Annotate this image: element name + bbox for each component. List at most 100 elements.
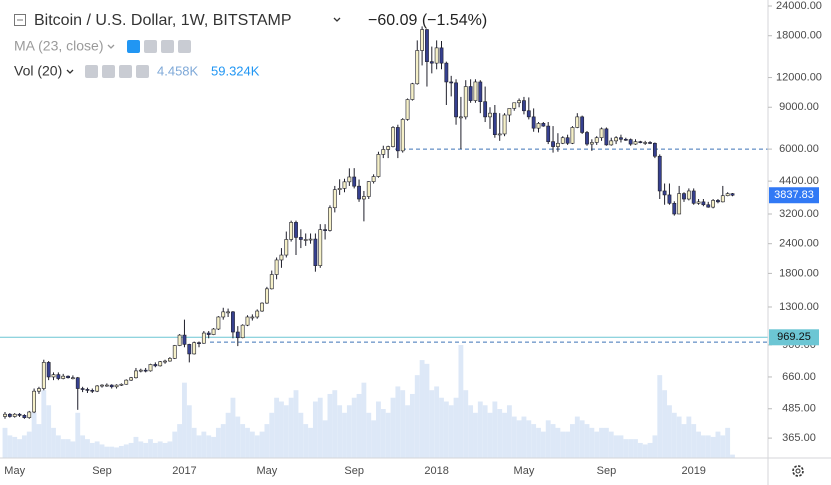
settings-button[interactable] [144, 40, 157, 53]
volume-bar [230, 397, 236, 458]
candle-body [289, 222, 294, 240]
candle-body [124, 379, 129, 385]
candle-body [405, 99, 410, 120]
volume-bar [89, 442, 95, 458]
candle-body [720, 195, 725, 203]
candle-body [483, 101, 488, 118]
volume-bar [235, 416, 241, 458]
remove-button[interactable] [178, 40, 191, 53]
volume-bar [269, 412, 275, 458]
y-tick-label: 2400.00 [779, 238, 819, 250]
volume-bar [463, 390, 469, 458]
volume-bar [492, 401, 498, 458]
volume-bar [725, 427, 731, 458]
volume-bar [293, 390, 299, 458]
candle-body [633, 141, 638, 145]
volume-bar [429, 390, 435, 458]
volume-bar [85, 439, 90, 458]
volume-bar [327, 393, 333, 458]
candle-body [12, 413, 17, 417]
candle-body [371, 176, 376, 182]
volume-bar [623, 439, 629, 458]
candle-body [565, 137, 570, 144]
last-price-box [769, 187, 819, 204]
add-button[interactable] [161, 40, 174, 53]
candle-body [551, 141, 555, 147]
volume-bar [41, 390, 47, 458]
visibility-button[interactable] [127, 40, 140, 53]
volume-bar [633, 439, 638, 458]
y-tick-label: 18000.00 [776, 30, 822, 42]
x-tick-label: Sep [597, 465, 617, 477]
volume-bar [182, 382, 187, 458]
volume-ma-readout: 59.324K [211, 63, 260, 78]
y-tick-label: 1800.00 [779, 267, 819, 279]
candle-body [517, 100, 522, 104]
volume-bar [12, 436, 18, 458]
volume-bar [371, 420, 377, 458]
volume-bar [671, 412, 677, 458]
candle-body [104, 384, 109, 387]
volume-bar [395, 386, 401, 458]
volume-bar [80, 435, 86, 458]
volume-bar [531, 424, 537, 458]
indicator-dropdown[interactable] [107, 44, 115, 49]
candle-body [226, 311, 231, 314]
candle-body [71, 377, 75, 380]
candle-body [536, 123, 541, 129]
volume-bar [662, 390, 668, 458]
y-tick-label: 365.00 [782, 432, 816, 444]
candle-body [298, 237, 303, 240]
candle-body [318, 229, 323, 266]
candle-body [168, 358, 172, 362]
volume-bar [380, 409, 386, 458]
candle-body [46, 362, 51, 378]
candle-body [158, 361, 163, 367]
volume-bar [686, 416, 692, 458]
volume-bar [279, 401, 284, 458]
volume-bar [118, 445, 124, 458]
volume-bar [60, 439, 66, 458]
x-tick-label: May [257, 465, 278, 477]
remove-button[interactable] [136, 65, 149, 78]
visibility-button[interactable] [85, 65, 98, 78]
candle-body [652, 142, 657, 157]
y-tick-label: 1300.00 [779, 301, 819, 313]
volume-bar [390, 397, 396, 458]
volume-bar [308, 427, 313, 458]
candle-body [619, 137, 623, 140]
candle-body [347, 176, 352, 183]
candle-body [696, 201, 701, 204]
candle-body [497, 133, 502, 136]
volume-bar [51, 427, 56, 458]
candle-body [269, 274, 274, 290]
volume-bar [405, 405, 410, 458]
add-button[interactable] [119, 65, 132, 78]
settings-gear[interactable] [792, 465, 804, 477]
candle-body [27, 411, 32, 418]
symbol-dropdown[interactable] [333, 17, 341, 22]
volume-bar [274, 397, 280, 458]
candle-body [328, 207, 332, 231]
settings-button[interactable] [102, 65, 115, 78]
volume-bar [448, 405, 454, 458]
candle-body [585, 132, 589, 145]
volume-bar [565, 431, 571, 458]
candle-body [90, 389, 95, 392]
candle-body [395, 127, 400, 152]
candle-body [308, 238, 313, 241]
price-line-label-box [769, 329, 819, 346]
candle-body [546, 125, 551, 142]
candle-body [177, 334, 182, 346]
volume-bar [434, 386, 440, 458]
candle-body [468, 86, 473, 101]
indicator-dropdown[interactable] [66, 69, 74, 74]
y-tick-label: 485.00 [782, 403, 816, 415]
volume-bar [215, 427, 221, 458]
volume-bar [356, 393, 362, 458]
candle-body [463, 86, 468, 118]
volume-bar [443, 401, 449, 458]
candle-body [526, 110, 531, 118]
volume-bar [317, 397, 323, 458]
